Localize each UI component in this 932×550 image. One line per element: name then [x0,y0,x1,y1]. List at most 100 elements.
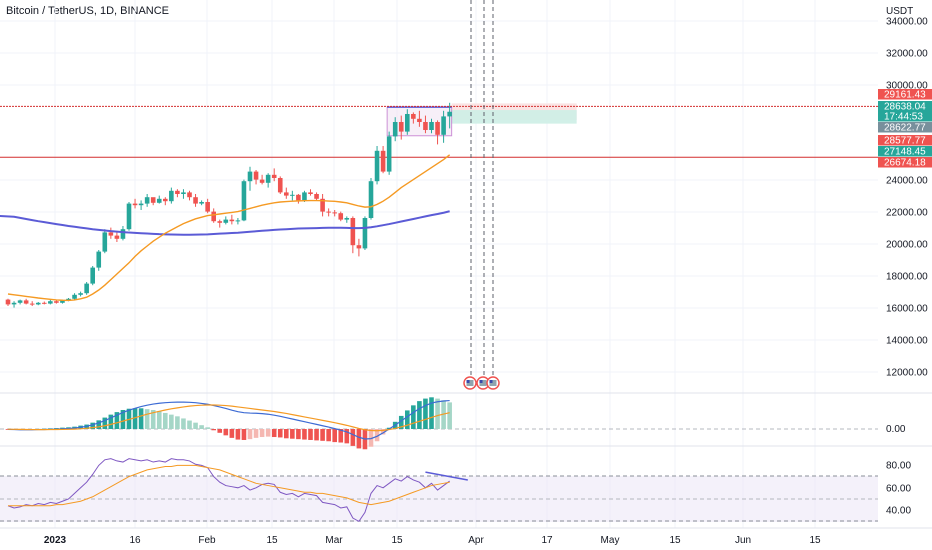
price-tag[interactable]: 28577.77 [878,135,932,147]
candle-body[interactable] [326,211,331,213]
candle-body[interactable] [29,303,35,305]
candle-body[interactable] [144,197,150,204]
candle-body[interactable] [398,122,404,132]
candle-body[interactable] [380,150,386,172]
short-moving-average-line[interactable] [7,154,451,302]
candle-body[interactable] [132,203,138,206]
candle-body[interactable] [181,192,186,194]
candle-body[interactable] [308,192,313,194]
candle-body[interactable] [114,235,120,239]
candle-body[interactable] [441,116,446,135]
candle-body[interactable] [66,298,71,301]
candle-body[interactable] [17,300,23,303]
price-tag-background [878,101,932,112]
candle-body[interactable] [11,302,17,305]
candle-body[interactable] [314,194,319,199]
candle-body[interactable] [150,197,156,203]
price-tag[interactable]: 17:44:53 [878,111,932,123]
candle-body[interactable] [60,300,65,303]
candle-body[interactable] [259,179,265,183]
take-profit-zone[interactable] [451,110,577,124]
candle-body[interactable] [96,251,102,268]
candle-body[interactable] [350,218,356,246]
candle-body[interactable] [229,219,235,222]
candle-body[interactable] [411,114,416,119]
price-tag[interactable]: 28638.04 [878,101,932,113]
price-tag[interactable]: 26674.18 [878,157,932,169]
macd-signal-line[interactable] [7,404,450,432]
candle-body[interactable] [138,203,144,206]
candle-body[interactable] [163,198,168,202]
candle-body[interactable] [5,299,11,305]
candle-body[interactable] [284,192,289,196]
candle-body[interactable] [374,150,380,182]
rsi-line[interactable] [7,458,450,523]
candle-body[interactable] [265,174,271,183]
candle-body[interactable] [417,118,422,122]
macd-histogram-bar [253,429,259,438]
candle-body[interactable] [271,174,277,178]
candle-body[interactable] [84,283,89,294]
candle-body[interactable] [296,194,301,201]
us-flag-icon[interactable] [486,376,500,390]
rsi-divergence-line[interactable] [425,471,468,481]
candle-body[interactable] [90,267,95,284]
candle-body[interactable] [108,232,114,236]
candle-body[interactable] [169,190,174,202]
candle-body[interactable] [247,171,253,182]
chart-title: Bitcoin / TetherUS, 1D, BINANCE [6,5,170,17]
candle-body[interactable] [199,202,204,204]
price-tag-background [878,89,932,100]
candle-body[interactable] [290,194,295,196]
price-tag[interactable]: 28622.77 [878,122,932,134]
candle-body[interactable] [447,111,452,117]
candle-body[interactable] [435,122,440,135]
candle-body[interactable] [405,114,410,132]
candle-body[interactable] [48,301,53,304]
candle-body[interactable] [54,301,59,303]
candle-body[interactable] [344,218,350,220]
candle-body[interactable] [362,218,368,249]
candle-body[interactable] [23,300,29,304]
candle-body[interactable] [120,229,126,239]
price-tag[interactable]: 27148.45 [878,146,932,158]
candle-body[interactable] [356,245,362,249]
candle-body[interactable] [78,293,83,295]
candle-body[interactable] [277,178,283,193]
candle-body[interactable] [386,136,392,172]
price-axis-label: 20000.00 [886,240,928,251]
long-moving-average-line[interactable] [0,210,450,236]
candle-body[interactable] [223,219,229,223]
candle-body[interactable] [211,211,216,222]
macd-line[interactable] [7,399,450,440]
candle-body[interactable] [205,202,210,212]
candle-body[interactable] [187,192,192,198]
candle-body[interactable] [175,190,180,194]
candle-body[interactable] [429,122,434,130]
candle-body[interactable] [392,122,398,137]
candle-body[interactable] [35,302,41,305]
candle-body[interactable] [102,232,108,252]
price-tag[interactable]: 29161.43 [878,89,932,101]
macd-histogram-bar [181,418,186,429]
candle-body[interactable] [302,192,307,201]
candle-body[interactable] [368,181,374,218]
rsi-ma-line[interactable] [8,464,450,507]
macd-histogram-bar [320,429,325,441]
us-flag-icon[interactable] [463,376,477,390]
candle-body[interactable] [217,221,223,223]
candle-body[interactable] [42,302,47,304]
candle-body[interactable] [235,220,241,222]
candle-body[interactable] [253,171,259,180]
candle-body[interactable] [156,198,162,203]
candle-body[interactable] [126,203,132,230]
flag-icon-canton [466,380,470,383]
candle-body[interactable] [338,213,344,220]
candle-body[interactable] [241,181,247,221]
candle-body[interactable] [423,122,428,130]
candle-body[interactable] [72,294,77,299]
candle-body[interactable] [193,197,198,204]
candle-body[interactable] [332,212,337,214]
candle-body[interactable] [320,198,325,212]
